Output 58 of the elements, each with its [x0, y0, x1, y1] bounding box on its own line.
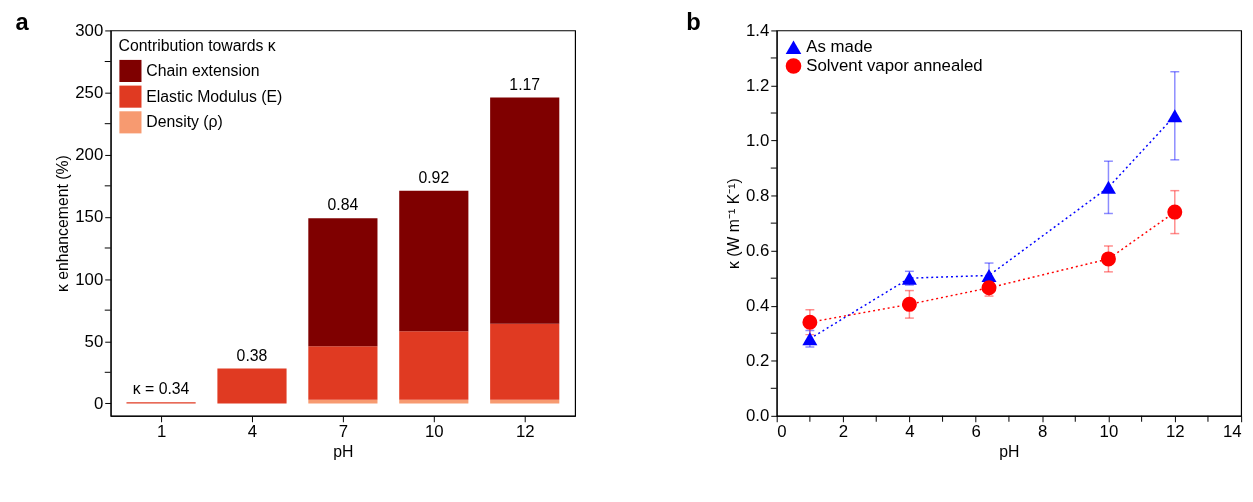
point: [901, 296, 917, 312]
annotation: 1.17: [509, 75, 541, 93]
point: [1100, 180, 1116, 194]
x-tick-label: 4: [905, 422, 915, 442]
x-tick-label: 1: [156, 422, 167, 442]
y-tick-label: 0.4: [745, 296, 770, 316]
y-tick-label: 1.0: [745, 130, 770, 150]
bar: [308, 346, 378, 400]
legend-label: Solvent vapor annealed: [806, 55, 983, 75]
x-tick-label: 12: [515, 422, 535, 442]
x-tick-label: 6: [971, 422, 981, 442]
x-tick-label: 0: [777, 422, 787, 442]
x-tick-label: 2: [838, 422, 849, 442]
annotation: 0.84: [327, 196, 359, 214]
y-tick-label: 200: [75, 145, 104, 165]
y-axis-title: κ enhancement (%): [54, 155, 72, 293]
x-tick-label: 14: [1222, 422, 1242, 442]
chart-title: a: [15, 9, 30, 36]
legend-title: Contribution towards κ: [118, 37, 276, 55]
point: [1100, 251, 1116, 267]
x-tick-label: 10: [1099, 422, 1119, 442]
x-axis-title: pH: [999, 442, 1020, 460]
bar: [399, 331, 469, 400]
x-tick-label: 8: [1037, 422, 1048, 442]
point: [1167, 204, 1183, 220]
x-axis-title: pH: [333, 442, 354, 460]
legend-label: Chain extension: [146, 61, 260, 79]
y-tick-label: 0: [93, 393, 104, 413]
chart-title: b: [686, 9, 701, 36]
annotation: 0.92: [418, 168, 450, 186]
annotation: 0.38: [236, 346, 268, 364]
y-tick-label: 0.8: [745, 186, 770, 206]
x-tick-label: 10: [424, 422, 444, 442]
y-tick-label: 100: [75, 269, 104, 289]
x-tick-label: 7: [338, 422, 349, 442]
bar: [490, 97, 560, 324]
bar: [308, 218, 378, 347]
bar: [399, 190, 469, 332]
y-tick-label: 150: [75, 207, 104, 227]
x-tick-label: 4: [247, 422, 258, 442]
y-tick-label: 0.6: [745, 241, 770, 261]
annotation: κ = 0.34: [132, 380, 190, 398]
bar: [217, 368, 287, 404]
point: [802, 314, 818, 330]
legend-label: Elastic Modulus (E): [146, 87, 283, 105]
y-tick-label: 250: [75, 83, 104, 103]
y-tick-label: 300: [75, 20, 104, 40]
x-tick-label: 12: [1165, 422, 1185, 442]
y-tick-label: 50: [84, 331, 104, 351]
legend-label: As made: [806, 37, 873, 57]
y-axis-title: κ (W m⁻¹ K⁻¹): [725, 178, 743, 269]
y-tick-label: 0.2: [745, 351, 770, 371]
legend-label: Density (ρ): [146, 113, 223, 131]
y-tick-label: 0.0: [745, 406, 770, 426]
y-tick-label: 1.4: [745, 20, 770, 40]
bar: [490, 323, 560, 400]
point: [1167, 109, 1183, 123]
y-tick-label: 1.2: [745, 75, 770, 95]
